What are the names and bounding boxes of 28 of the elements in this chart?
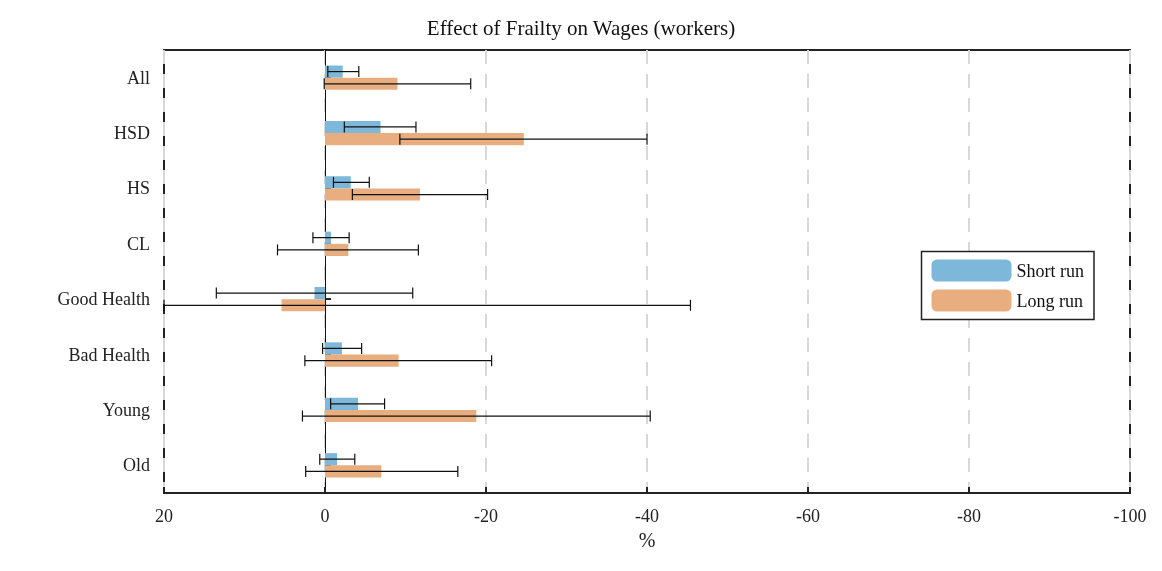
y-tick-label: HS	[126, 178, 150, 199]
y-tick-label: HSD	[113, 123, 150, 144]
legend-label: Long run	[1016, 290, 1083, 311]
bar	[325, 397, 359, 410]
y-tick-label: Young	[102, 399, 150, 420]
y-tick-label: Good Health	[57, 289, 150, 310]
x-tick-label: 0	[320, 506, 330, 526]
x-tick-label: -100	[1113, 506, 1147, 526]
bar	[325, 453, 338, 466]
bar	[325, 465, 382, 478]
bar	[325, 133, 524, 146]
x-tick-label: -40	[635, 506, 659, 526]
bar	[325, 176, 351, 189]
x-axis-title: %	[638, 528, 656, 551]
y-tick-label: All	[126, 67, 150, 88]
y-tick-label: CL	[126, 233, 150, 254]
chart-title: Effect of Frailty on Wages (workers)	[426, 15, 736, 40]
bar	[325, 188, 420, 201]
x-tick-label: 20	[155, 506, 173, 526]
y-tick-label: Bad Health	[68, 344, 150, 365]
bar	[325, 77, 398, 90]
bar	[325, 354, 399, 367]
y-tick-label: Old	[123, 455, 150, 476]
bar	[325, 342, 342, 355]
x-tick-label: -60	[796, 506, 820, 526]
x-tick-label: -20	[474, 506, 498, 526]
x-tick-label: -80	[957, 506, 981, 526]
legend-label: Short run	[1016, 260, 1084, 281]
